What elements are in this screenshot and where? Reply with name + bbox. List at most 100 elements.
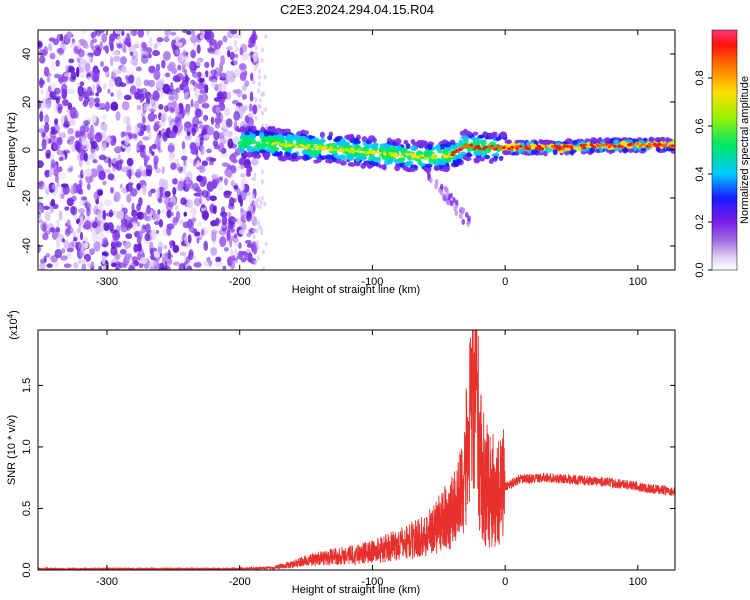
spectrogram-noise-cell (227, 202, 235, 210)
spectrogram-noise-cell (51, 183, 59, 190)
spectrogram-noise-cell (102, 113, 107, 120)
spectrogram-ridge-cell (648, 137, 654, 143)
spectrogram-ridge-core-cell (367, 151, 371, 155)
spectrogram-noise-cell (98, 265, 103, 270)
spectrogram-noise-cell (251, 53, 255, 59)
spectrogram-noise-cell (67, 167, 73, 173)
spectrogram-noise-cell (78, 38, 87, 44)
spectrogram-ridge-core-cell (561, 147, 565, 151)
spectrogram-noise-cell (171, 100, 177, 109)
spectrogram-ridge-core-cell (655, 144, 660, 148)
spectrogram-noise-cell (80, 258, 87, 265)
spectrogram-noise-cell (179, 251, 187, 257)
spectrogram-noise-cell (186, 105, 190, 116)
spectrogram-ridge-cell (658, 137, 666, 143)
spectrogram-ridge-cell (394, 164, 401, 172)
spectrogram-ridge-cell (403, 139, 409, 145)
spectrogram-noise-cell (55, 219, 60, 227)
spectrogram-noise-cell (145, 164, 153, 174)
spectrogram-ridge-core-cell (557, 147, 561, 151)
spectrogram-noise-cell (203, 240, 209, 251)
spectrogram-ridge-cell (327, 135, 333, 141)
spectrogram-noise-cell (119, 248, 127, 255)
spectrogram-ridge-core-cell (306, 145, 311, 149)
spectrogram-noise-cell (211, 174, 219, 180)
spectrogram-noise-cell (234, 247, 238, 259)
spectrogram-noise-cell (90, 31, 97, 39)
spectrogram-noise-cell (250, 72, 254, 82)
spectrogram-ridge-core-cell (496, 146, 501, 149)
spectrogram-noise-cell (137, 30, 145, 38)
spectrogram-noise-cell (261, 169, 265, 175)
spectrogram-noise-cell (45, 89, 49, 100)
spectrogram-noise-cell (86, 183, 91, 190)
spectrogram-ridge-core-cell (364, 150, 368, 154)
spectrogram-ridge-core-cell (393, 152, 398, 156)
spectrogram-ridge-cell (498, 157, 504, 161)
spectrogram-noise-cell (200, 144, 205, 156)
spectrogram-noise-cell (59, 33, 64, 42)
spectrogram-ridge-cell (441, 139, 448, 144)
spectrogram-noise-cell (79, 198, 84, 207)
spectrogram-noise-cell (256, 203, 260, 209)
spectrogram-noise-cell (42, 223, 47, 232)
spectrogram-noise-cell (43, 66, 50, 77)
spectrogram-noise-cell (243, 252, 251, 261)
spectrogram-ridge-cell (339, 160, 347, 166)
spectrogram-ridge-cell (409, 164, 418, 169)
spectrogram-ridge-cell (284, 151, 292, 157)
spectrogram-noise-cell (181, 76, 190, 83)
snr-y-tick-label: 0.5 (21, 501, 33, 516)
spectrogram-noise-cell (77, 85, 84, 97)
spectrogram-noise-cell (125, 255, 131, 262)
spectrogram-noise-cell (142, 136, 150, 141)
spectrogram-noise-cell (257, 68, 261, 74)
spectrogram-noise-cell (137, 242, 142, 253)
spectrogram-noise-cell (89, 205, 93, 212)
colorbar-tick-label: 0.0 (694, 262, 706, 277)
spectrogram-noise-cell (58, 210, 63, 221)
spectrogram-noise-cell (260, 230, 264, 236)
spectrogram-noise-cell (87, 76, 91, 82)
spectrogram-noise-cell (227, 76, 236, 83)
spectrogram-noise-cell (49, 208, 54, 214)
spectrogram-noise-cell (55, 227, 61, 233)
spectrogram-ridge-cell (613, 139, 618, 145)
spectrogram-noise-cell (113, 232, 119, 244)
spectrogram-noise-cell (254, 97, 258, 103)
spectrogram-tail-cell (464, 211, 469, 218)
spectrogram-noise-cell (168, 61, 176, 70)
spectrogram-noise-cell (195, 60, 201, 67)
spectrogram-noise-cell (212, 206, 217, 215)
spectrogram-noise-cell (133, 216, 138, 221)
spectrogram-noise-cell (136, 104, 142, 111)
spectrogram-noise-cell (216, 183, 224, 191)
spectrogram-noise-cell (261, 249, 265, 255)
spectrogram-ridge-core-cell (641, 143, 646, 146)
spectrogram-noise-cell (54, 174, 60, 183)
spectrogram-tail-cell (429, 177, 433, 184)
spectrogram-noise-cell (153, 220, 160, 225)
spectrogram-noise-cell (175, 106, 179, 118)
spectrogram-noise-cell (158, 178, 166, 190)
spectrogram-noise-cell (62, 99, 69, 107)
spectrogram-ridge-core-cell (510, 145, 515, 149)
spectrogram-noise-cell (102, 237, 108, 245)
spectrogram-ridge-core-cell (340, 148, 345, 151)
figure-title: C2E3.2024.294.04.15.R04 (280, 2, 434, 17)
spectrogram-noise-cell (263, 74, 267, 80)
spectrogram-noise-cell (75, 242, 79, 251)
spectrogram-noise-cell (168, 95, 175, 101)
spectrogram-ridge-cell (423, 149, 432, 156)
spectrogram-noise-cell (123, 240, 132, 249)
spectrogram-ridge-cell (267, 130, 275, 137)
spectrogram-noise-cell (190, 83, 194, 92)
spectrogram-ridge-core-cell (483, 145, 488, 149)
spectrogram-ridge-core-cell (465, 145, 469, 149)
colorbar-tick-label: 0.8 (694, 70, 706, 85)
spectrogram-noise-cell (182, 165, 187, 174)
spectrogram-ridge-cell (455, 158, 462, 163)
spectrogram-noise-cell (153, 123, 159, 132)
spectrogram-noise-cell (245, 210, 252, 219)
snr-y-tick-label: 1.5 (21, 378, 33, 393)
